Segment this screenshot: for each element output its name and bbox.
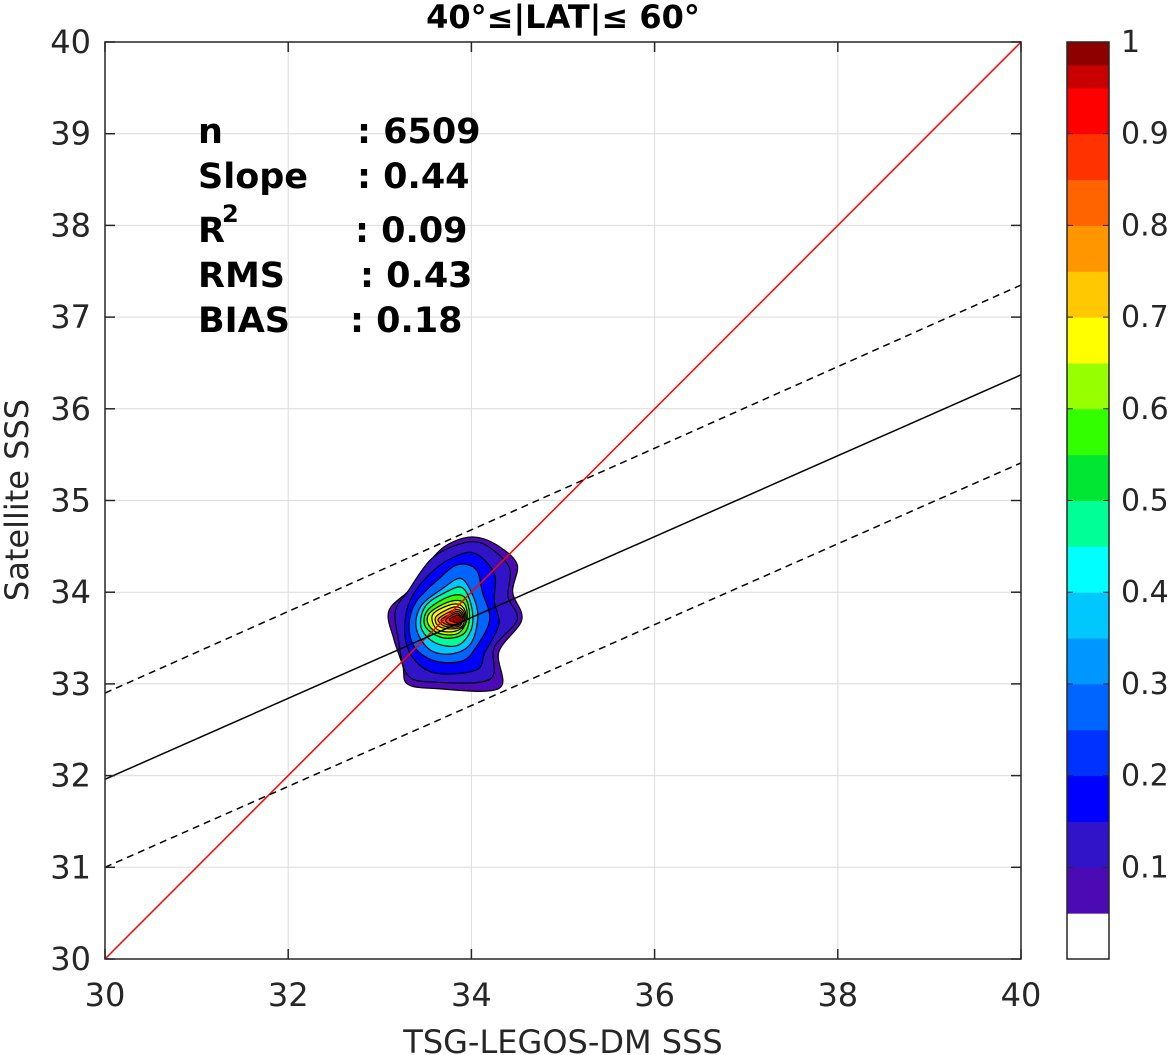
colorbar-tick-label: 0.4	[1121, 575, 1169, 610]
y-tick-labels: 30 31 32 33 34 35 36 37 38 39 40	[50, 23, 91, 978]
plot-area	[104, 41, 1022, 960]
x-tick-label: 32	[268, 976, 309, 1014]
x-axis-title: TSG-LEGOS-DM SSS	[402, 1023, 722, 1055]
chart-title: 40°≤|LAT|≤ 60°	[426, 0, 700, 37]
colorbar-band	[1067, 821, 1109, 868]
colorbar-band	[1067, 225, 1109, 272]
colorbar-band	[1067, 775, 1109, 822]
stat-bias-label: BIAS	[198, 301, 290, 341]
stats-box: n : 6509 Slope : 0.44 R 2 : 0.09 RMS : 0…	[198, 112, 481, 341]
stat-n-value: : 6509	[357, 112, 481, 152]
y-tick-label: 33	[50, 665, 91, 703]
colorbar-band	[1067, 638, 1109, 685]
stat-slope-value: : 0.44	[357, 157, 470, 197]
colorbar-band	[1067, 500, 1109, 547]
colorbar-band	[1067, 133, 1109, 181]
stat-n-label: n	[198, 112, 223, 152]
density-peak	[452, 616, 463, 623]
grid-lines	[105, 42, 1021, 959]
stat-r2-superscript: 2	[222, 200, 239, 228]
colorbar-band	[1067, 683, 1109, 731]
stat-bias-value: : 0.18	[350, 301, 463, 341]
y-axis-title: Satellite SSS	[0, 399, 36, 601]
colorbar-tick-label: 0.6	[1121, 392, 1169, 427]
colorbar-tick-label: 0.7	[1121, 300, 1169, 335]
colorbar-band	[1067, 913, 1109, 960]
axis-ticks	[104, 41, 1022, 960]
colorbar-tick-label: 0.5	[1121, 484, 1169, 519]
y-tick-label: 30	[50, 940, 91, 978]
colorbar-band	[1067, 546, 1109, 593]
colorbar-ticks: 0.1 0.2 0.3 0.4 0.5 0.6 0.7 0.8 0.9 1	[1067, 25, 1169, 885]
colorbar-tick-label: 0.2	[1121, 759, 1169, 794]
colorbar-bands	[1067, 42, 1109, 960]
x-tick-label: 40	[1001, 976, 1042, 1014]
stat-r2-label: R	[198, 211, 225, 251]
density-contours	[387, 536, 523, 692]
y-tick-label: 36	[50, 390, 91, 428]
colorbar-tick-label: 0.1	[1121, 850, 1169, 885]
x-tick-label: 34	[451, 976, 492, 1014]
y-tick-label: 38	[50, 206, 91, 244]
colorbar-band	[1067, 362, 1109, 410]
colorbar-band	[1067, 317, 1109, 364]
x-tick-labels: 30 32 34 36 38 40	[85, 976, 1042, 1014]
y-tick-label: 34	[50, 573, 91, 611]
identity-line	[104, 41, 1022, 960]
stat-rms-label: RMS	[198, 256, 285, 296]
x-tick-label: 30	[85, 976, 126, 1014]
stat-rms-value: : 0.43	[360, 256, 473, 296]
regression-line	[104, 374, 1022, 780]
colorbar-band	[1067, 592, 1109, 639]
reference-lines	[104, 41, 1022, 960]
colorbar-band	[1067, 64, 1109, 89]
x-tick-label: 38	[817, 976, 858, 1014]
y-tick-label: 40	[50, 23, 91, 61]
colorbar-tick-label: 0.8	[1121, 208, 1169, 243]
colorbar-band	[1067, 867, 1109, 914]
colorbar-band	[1067, 179, 1109, 226]
colorbar: 0.1 0.2 0.3 0.4 0.5 0.6 0.7 0.8 0.9 1	[1066, 25, 1169, 960]
stat-slope-label: Slope	[198, 157, 308, 197]
y-tick-label: 37	[50, 298, 91, 336]
colorbar-band	[1067, 729, 1109, 777]
colorbar-band	[1067, 87, 1109, 135]
colorbar-tick-label: 0.9	[1121, 117, 1169, 152]
colorbar-band	[1067, 454, 1109, 501]
colorbar-band	[1067, 42, 1109, 66]
y-tick-label: 39	[50, 115, 91, 153]
y-tick-label: 31	[50, 848, 91, 886]
colorbar-tick-label: 1	[1121, 25, 1140, 60]
y-tick-label: 32	[50, 757, 91, 795]
lower-bound-line	[104, 462, 1022, 868]
y-tick-label: 35	[50, 482, 91, 520]
colorbar-band	[1067, 271, 1109, 318]
stat-r2-value: : 0.09	[355, 211, 468, 251]
x-tick-label: 36	[634, 976, 675, 1014]
colorbar-band	[1067, 408, 1109, 456]
colorbar-tick-label: 0.3	[1121, 667, 1169, 702]
